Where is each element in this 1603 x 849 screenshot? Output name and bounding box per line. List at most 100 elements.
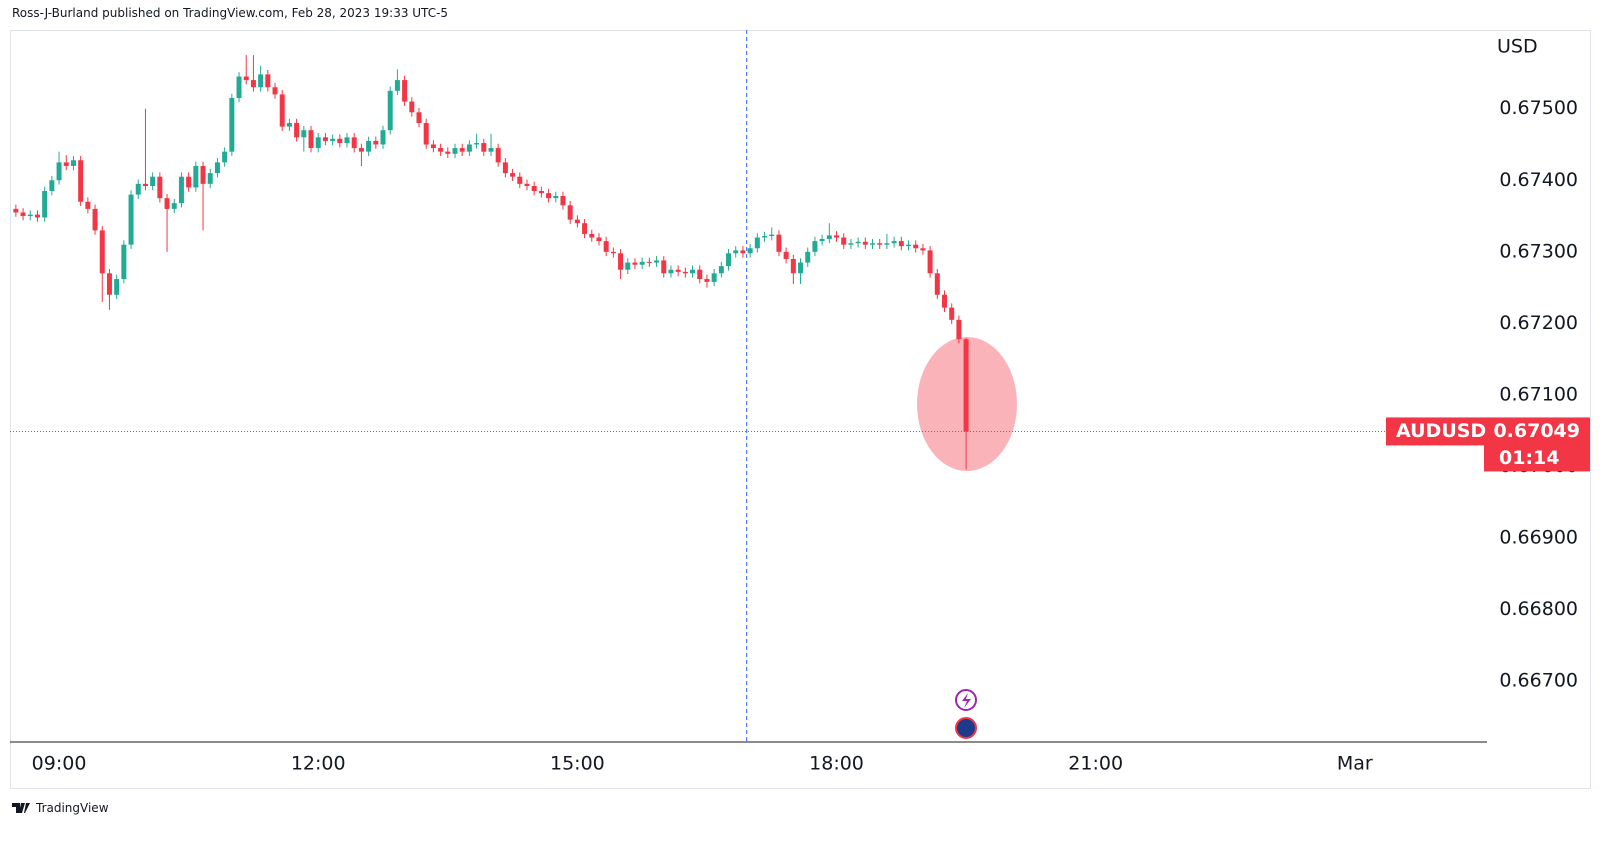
candle-body bbox=[819, 238, 825, 242]
candle-body bbox=[171, 203, 177, 209]
candle-body bbox=[344, 137, 350, 144]
candle-body bbox=[445, 151, 451, 154]
candle-body bbox=[553, 196, 559, 199]
candle-body bbox=[78, 160, 84, 202]
candle-body bbox=[459, 148, 465, 152]
candle-body bbox=[488, 148, 494, 152]
candle-body bbox=[625, 262, 631, 270]
candle-body bbox=[387, 90, 393, 131]
candle-body bbox=[560, 196, 566, 206]
candle-body bbox=[402, 80, 408, 102]
byline: Ross-J-Burland published on TradingView.… bbox=[12, 6, 448, 20]
candle-body bbox=[452, 148, 458, 154]
candle-body bbox=[898, 241, 904, 247]
candle-body bbox=[308, 130, 314, 149]
candle-body bbox=[718, 266, 724, 274]
candle-body bbox=[207, 173, 213, 184]
flag-icon bbox=[955, 717, 977, 739]
candle-body bbox=[243, 76, 249, 81]
candle-body bbox=[697, 269, 703, 280]
y-tick-label: 0.66900 bbox=[1499, 527, 1578, 549]
y-tick-label: 0.67200 bbox=[1499, 312, 1578, 334]
candle-body bbox=[222, 151, 228, 163]
candle-body bbox=[142, 183, 148, 186]
candle-body bbox=[790, 258, 796, 274]
candle-body bbox=[13, 208, 19, 213]
candle-body bbox=[826, 235, 832, 239]
candle-body bbox=[517, 176, 523, 184]
y-axis-label: USD bbox=[1497, 36, 1538, 58]
candle-body bbox=[884, 243, 890, 245]
y-tick-label: 0.67400 bbox=[1499, 169, 1578, 191]
candle-body bbox=[906, 244, 912, 247]
candle-body bbox=[913, 244, 919, 249]
candle-body bbox=[546, 193, 552, 199]
last-price-label: 0.67049 bbox=[1493, 420, 1580, 442]
candle-body bbox=[531, 185, 537, 192]
candle-body bbox=[294, 123, 300, 138]
candle-body bbox=[949, 307, 955, 320]
candle-body bbox=[956, 319, 962, 340]
candle-body bbox=[49, 180, 55, 192]
candle-body bbox=[855, 241, 861, 244]
candle-body bbox=[157, 176, 163, 199]
countdown-box bbox=[1484, 444, 1590, 472]
candle-body bbox=[776, 234, 782, 252]
brand: TradingView bbox=[35, 801, 109, 815]
candle-body bbox=[963, 339, 969, 432]
candle-body bbox=[99, 230, 105, 274]
candle-body bbox=[474, 143, 480, 145]
candle-body bbox=[524, 183, 530, 186]
candle-body bbox=[675, 269, 681, 272]
countdown-label: 01:14 bbox=[1499, 447, 1559, 469]
candle-body bbox=[70, 160, 76, 166]
candle-body bbox=[942, 294, 948, 308]
candle-body bbox=[366, 140, 372, 152]
candle-body bbox=[56, 162, 62, 181]
candle-body bbox=[164, 198, 170, 209]
candle-body bbox=[438, 148, 444, 152]
event-icons bbox=[955, 689, 977, 739]
candle-body bbox=[927, 250, 933, 274]
candle-body bbox=[114, 279, 120, 295]
x-tick-label: 09:00 bbox=[32, 753, 87, 775]
candle-body bbox=[920, 248, 926, 251]
candle-body bbox=[135, 183, 141, 195]
candle-body bbox=[121, 244, 127, 280]
candle-body bbox=[783, 251, 789, 259]
candle-body bbox=[466, 144, 472, 152]
candle-body bbox=[870, 243, 876, 245]
candle-body bbox=[891, 241, 897, 244]
candle-body bbox=[646, 261, 652, 263]
candle-body bbox=[315, 137, 321, 149]
candle-body bbox=[330, 138, 336, 141]
candle-body bbox=[747, 248, 753, 254]
candle-body bbox=[654, 260, 660, 263]
frame bbox=[10, 30, 1591, 789]
candle-body bbox=[639, 261, 645, 265]
candle-body bbox=[409, 101, 415, 113]
y-tick-label: 0.67300 bbox=[1499, 240, 1578, 262]
candle-body bbox=[877, 243, 883, 245]
candle-body bbox=[848, 243, 854, 245]
y-tick-label: 0.66800 bbox=[1499, 598, 1578, 620]
candle-body bbox=[186, 176, 192, 188]
x-tick-label: 21:00 bbox=[1068, 753, 1123, 775]
candle-body bbox=[726, 253, 732, 267]
candle-body bbox=[258, 74, 264, 88]
logo bbox=[12, 803, 30, 813]
candle-body bbox=[279, 94, 285, 127]
candle-body bbox=[85, 201, 91, 209]
candle-body bbox=[690, 269, 696, 274]
plot-area bbox=[13, 30, 969, 742]
candle-body bbox=[229, 97, 235, 152]
candle-body bbox=[380, 130, 386, 145]
candle-body bbox=[841, 237, 847, 245]
candle-body bbox=[733, 250, 739, 254]
symbol-label-box bbox=[1386, 417, 1590, 446]
candle-body bbox=[834, 235, 840, 238]
candle-body bbox=[538, 191, 544, 194]
candle-body bbox=[92, 208, 98, 231]
